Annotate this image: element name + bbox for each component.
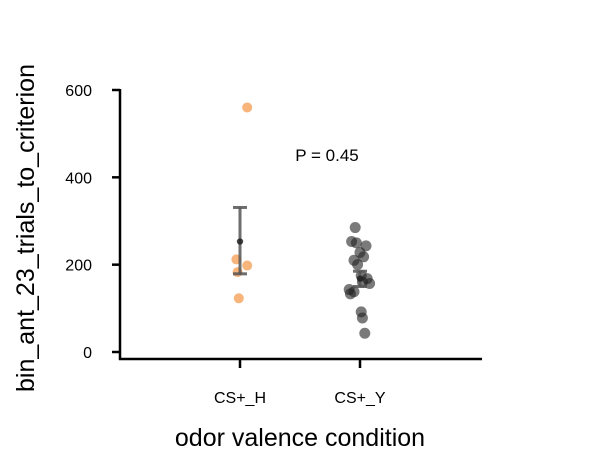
x-tick-label: CS+_Y	[334, 390, 385, 407]
data-point	[344, 288, 356, 300]
mean-marker	[356, 275, 364, 282]
y-ticks: 0 200 400 600	[65, 83, 120, 362]
data-point	[242, 260, 253, 271]
data-point	[349, 222, 361, 234]
data-point	[242, 102, 253, 113]
data-point	[358, 251, 370, 263]
summary-markers	[233, 205, 367, 288]
y-tick-label: 200	[65, 258, 92, 275]
y-axis-label: bin_ant_23_trials_to_criterion	[12, 64, 40, 392]
x-axis-label: odor valence condition	[175, 424, 425, 450]
data-point	[356, 312, 368, 324]
data-point	[233, 293, 244, 304]
y-tick-label: 0	[83, 345, 92, 362]
p-value-annotation: P = 0.45	[295, 146, 359, 165]
data-point	[350, 237, 362, 249]
data-point	[359, 327, 371, 339]
y-tick-label: 400	[65, 170, 92, 187]
x-tick-label: CS+_H	[214, 390, 266, 407]
data-point	[352, 259, 364, 271]
data-points	[231, 102, 376, 339]
mean-marker	[236, 238, 244, 245]
y-tick-label: 600	[65, 83, 92, 100]
axes	[118, 89, 482, 361]
x-ticks: CS+_H CS+_Y	[214, 360, 386, 407]
